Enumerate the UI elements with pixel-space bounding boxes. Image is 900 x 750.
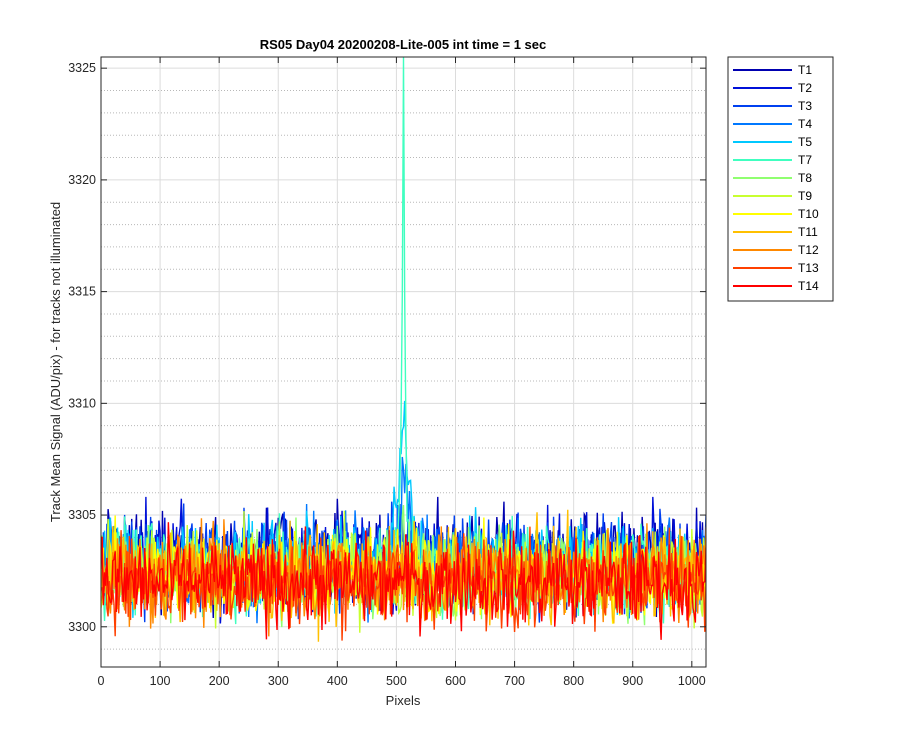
legend-entry: T10 — [798, 207, 819, 221]
legend-entry: T4 — [798, 117, 812, 131]
x-tick-label: 100 — [150, 674, 171, 688]
y-tick-label: 3300 — [68, 620, 96, 634]
legend-entry: T14 — [798, 279, 819, 293]
legend-entry: T5 — [798, 135, 812, 149]
legend-entry: T7 — [798, 153, 812, 167]
y-tick-labels: 3300 3305 3310 3315 3320 3325 — [68, 61, 96, 634]
tick-marks — [100, 57, 706, 667]
x-tick-label: 600 — [445, 674, 466, 688]
plot-frame — [100, 56, 707, 668]
y-tick-label: 3325 — [68, 61, 96, 75]
legend-entry: T13 — [798, 261, 819, 275]
x-tick-label: 400 — [327, 674, 348, 688]
x-tick-label: 0 — [98, 674, 105, 688]
x-tick-label: 500 — [386, 674, 407, 688]
x-tick-label: 700 — [504, 674, 525, 688]
x-tick-label: 1000 — [678, 674, 706, 688]
y-tick-label: 3315 — [68, 285, 96, 299]
legend-entry: T9 — [798, 189, 812, 203]
y-axis-label: Track Mean Signal (ADU/pix) - for tracks… — [48, 202, 63, 522]
x-axis-label: Pixels — [386, 693, 421, 708]
y-tick-label: 3320 — [68, 173, 96, 187]
legend-entry: T2 — [798, 81, 812, 95]
legend[interactable]: T1 T2 T3 T4 T5 T7 T8 T9 T10 T11 T12 T13 T14 — [727, 56, 834, 302]
series-line-t14 — [101, 522, 706, 640]
legend-entry: T12 — [798, 243, 819, 257]
legend-entry: T1 — [798, 63, 812, 77]
series-lines — [101, 57, 706, 642]
legend-entry: T11 — [798, 225, 818, 239]
x-tick-label: 300 — [268, 674, 289, 688]
x-tick-label: 200 — [209, 674, 230, 688]
y-tick-label: 3310 — [68, 396, 96, 410]
x-tick-labels: 0 100 200 300 400 500 600 700 800 900 1000 — [98, 674, 706, 688]
x-tick-label: 800 — [563, 674, 584, 688]
x-tick-label: 900 — [622, 674, 643, 688]
series-line-t12 — [101, 518, 706, 637]
legend-entry: T8 — [798, 171, 812, 185]
chart-title: RS05 Day04 20200208-Lite-005 int time = … — [260, 37, 547, 52]
legend-entry: T3 — [798, 99, 812, 113]
y-tick-label: 3305 — [68, 508, 96, 522]
